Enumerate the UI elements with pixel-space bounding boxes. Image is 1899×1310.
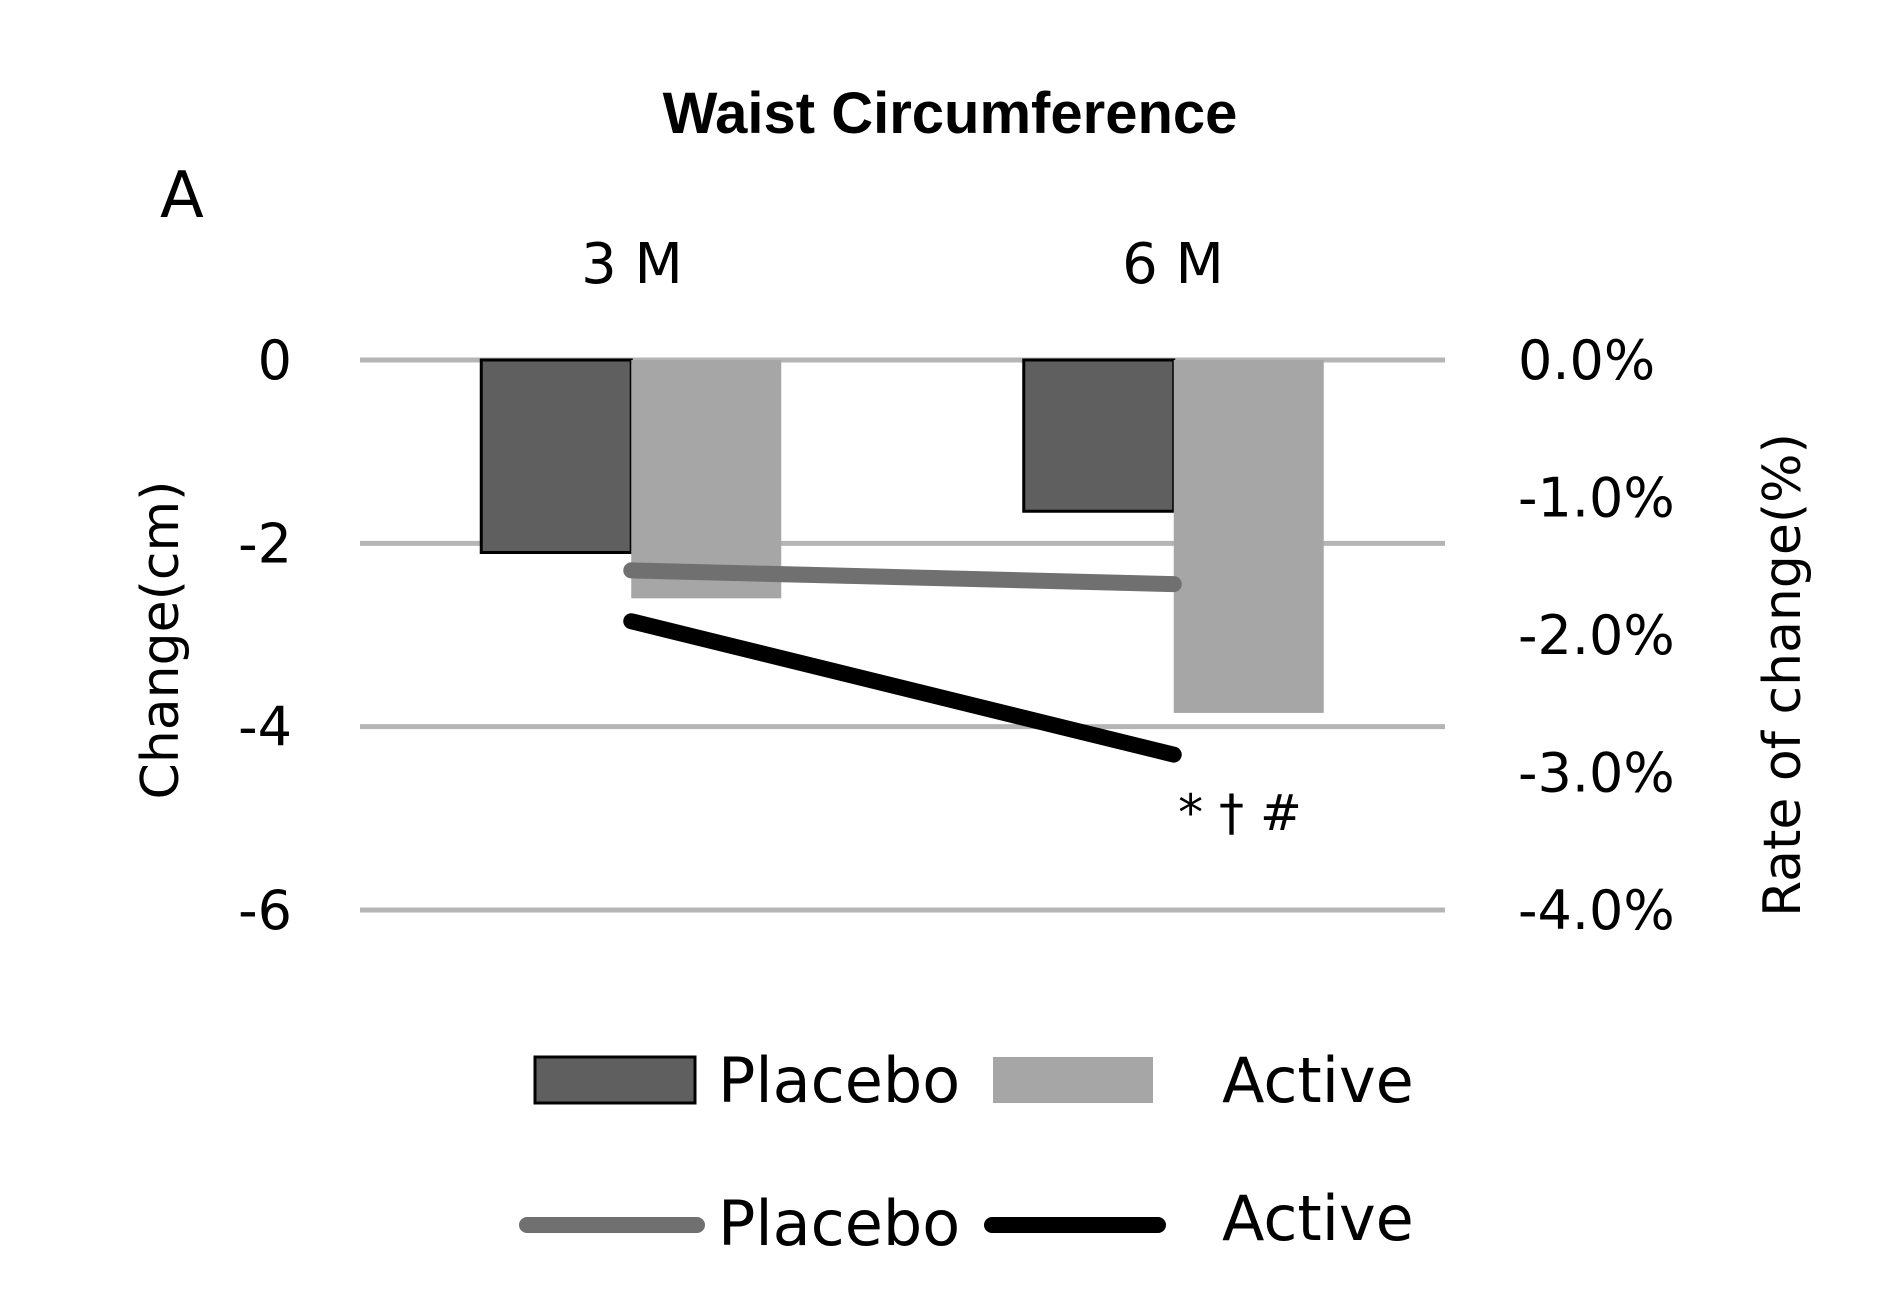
y2-tick-label: -3.0% xyxy=(1518,742,1675,805)
legend-swatch-active-bar xyxy=(993,1057,1153,1103)
y2-tick-label: 0.0% xyxy=(1518,329,1655,392)
legend-swatch-placebo-bar xyxy=(533,1055,697,1105)
y2-tick-label: -1.0% xyxy=(1518,467,1675,530)
legend-label-placebo-bar: Placebo xyxy=(718,1044,960,1117)
category-label: 6 M xyxy=(1122,232,1224,297)
bar-placebo xyxy=(479,358,633,554)
legend-label-active-bar: Active xyxy=(1222,1044,1414,1117)
chart-title: Waist Circumference xyxy=(663,81,1238,146)
y-axis-label: Change(cm) xyxy=(131,481,191,800)
y2-tick-label: -4.0% xyxy=(1518,879,1675,942)
legend-label-placebo-line: Placebo xyxy=(718,1187,960,1260)
line-placebo xyxy=(623,562,1182,593)
bar-series xyxy=(479,358,1324,713)
y-tick-label: -6 xyxy=(238,879,292,942)
y-tick-label: 0 xyxy=(258,329,292,392)
y2-axis-label: Rate of change(%) xyxy=(1753,433,1813,917)
significance-annotation: * † # xyxy=(1178,784,1302,842)
category-labels: 3 M 6 M xyxy=(581,232,1224,297)
y-tick-label: -2 xyxy=(238,512,292,575)
y-tick-label: -4 xyxy=(238,696,292,759)
y2-tick-label: -2.0% xyxy=(1518,604,1675,667)
right-axis-ticks: 0.0% -1.0% -2.0% -3.0% -4.0% xyxy=(1518,329,1675,942)
line-active xyxy=(623,613,1182,763)
bar-active xyxy=(631,360,782,599)
line-series xyxy=(623,562,1182,763)
bar-placebo xyxy=(1022,358,1176,513)
bar-active xyxy=(1173,360,1324,713)
legend: Placebo Active Placebo Active xyxy=(519,1044,1414,1260)
left-axis-ticks: 0 -2 -4 -6 xyxy=(238,329,292,942)
panel-label: A xyxy=(160,159,204,233)
category-label: 3 M xyxy=(581,232,683,297)
legend-label-active-line: Active xyxy=(1222,1182,1414,1255)
